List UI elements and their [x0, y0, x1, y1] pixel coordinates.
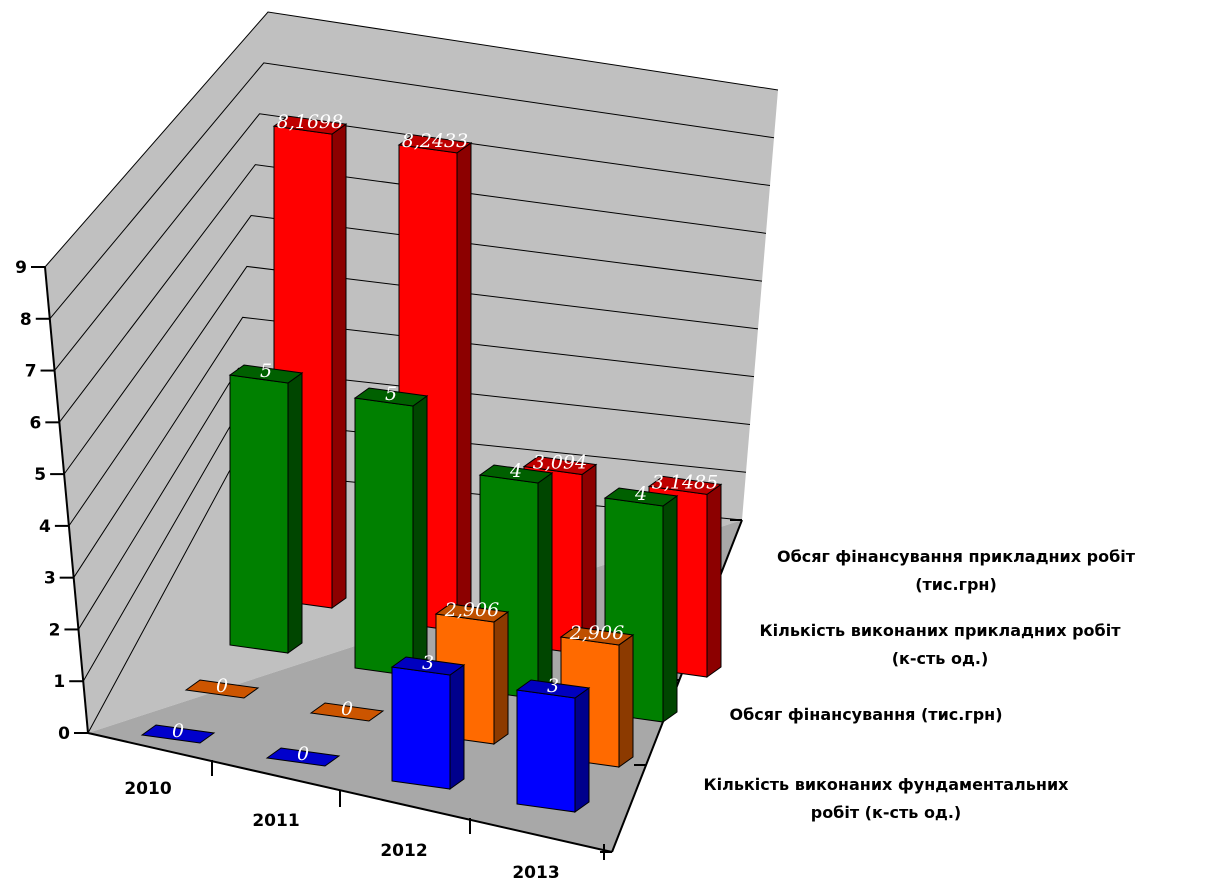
- data-label: 4: [509, 460, 522, 482]
- y-axis-ticks: 0 1 2 3 4 5 6 7 8 9: [15, 258, 88, 744]
- x-axis-ticks: 2010 2011 2012 2013: [124, 760, 605, 883]
- bar-top-face: [272, 115, 348, 135]
- bar-side-face: [537, 472, 553, 700]
- bar-top-face: [265, 747, 341, 767]
- data-label: 5: [260, 360, 272, 382]
- data-label: 2,906: [569, 622, 624, 644]
- y-tick-label: 0: [58, 724, 70, 744]
- x-axis-line: [87, 732, 613, 853]
- data-label: 5: [385, 383, 397, 405]
- y-tick-label: 9: [15, 258, 27, 278]
- bar-2011-series-1: 0: [265, 743, 341, 767]
- y-tick-label: 2: [49, 620, 61, 640]
- bar-top-face: [184, 679, 260, 699]
- series-label-line: робіт (к-сть од.): [811, 803, 962, 822]
- series-label-line: (тис.грн): [915, 575, 997, 594]
- y-tick-label: 5: [34, 465, 46, 485]
- gridline: [68, 265, 759, 527]
- gridline: [58, 164, 767, 423]
- gridline: [54, 113, 771, 371]
- gridline: [73, 316, 755, 578]
- data-label: 3: [422, 652, 434, 674]
- bar-side-face: [287, 372, 303, 654]
- bar-front-face: [229, 374, 289, 654]
- series-axis-label-3: Кількість виконаних прикладних робіт (к-с…: [760, 621, 1122, 668]
- bar-top-face: [353, 387, 429, 407]
- bar-top-face: [397, 134, 473, 154]
- data-label: 4: [634, 483, 647, 505]
- bar-top-face: [559, 626, 635, 646]
- bar-2011-series-2: 0: [309, 698, 385, 722]
- data-label: 3,094: [533, 452, 587, 474]
- bar-top-face: [309, 702, 385, 722]
- y-tick-label: 1: [53, 672, 65, 692]
- bar-top-face: [478, 464, 554, 484]
- data-label: 0: [216, 675, 228, 697]
- series-axis-label-4: Обсяг фінансування прикладних робіт (тис.…: [777, 547, 1136, 594]
- bar-top-face: [390, 656, 466, 676]
- series-label-line: Обсяг фінансування прикладних робіт: [777, 547, 1136, 566]
- bar-front-face: [391, 666, 451, 790]
- bar-top-face: [647, 475, 723, 495]
- y-axis-line: [44, 266, 89, 734]
- series-label-line: Кількість виконаних прикладних робіт: [760, 621, 1122, 640]
- data-label: 3: [547, 675, 559, 697]
- x-tick-label-2011: 2011: [252, 811, 299, 831]
- bar-side-face: [493, 610, 509, 745]
- bar-top-face: [434, 603, 510, 623]
- bar-side-face: [456, 141, 472, 632]
- bar-side-face: [449, 664, 465, 790]
- bar-2011-series-3: 5: [353, 383, 429, 677]
- bar-2010-series-3: 5: [228, 360, 304, 654]
- gridline: [44, 11, 779, 268]
- bar-side-face: [662, 495, 678, 723]
- series-axis-label-2: Обсяг фінансування (тис.грн): [729, 705, 1002, 724]
- gridline: [49, 62, 775, 320]
- data-label: 0: [172, 720, 184, 742]
- bar-top-face: [228, 364, 304, 384]
- series-axis-label-1: Кількість виконаних фундаментальних робіт…: [704, 775, 1070, 822]
- series-label-line: Кількість виконаних фундаментальних: [704, 775, 1070, 794]
- data-label: 8,2433: [402, 130, 468, 152]
- y-tick-label: 6: [29, 413, 41, 433]
- bar-side-face: [412, 395, 428, 677]
- gridline: [78, 367, 751, 630]
- bar-front-face: [354, 397, 414, 677]
- data-label: 8,1698: [277, 111, 343, 133]
- bar-2012-series-1: 3: [390, 652, 466, 790]
- bar-top-face: [522, 456, 598, 476]
- y-tick-label: 7: [25, 362, 37, 382]
- bar-side-face: [618, 633, 634, 768]
- data-label: 0: [297, 743, 309, 765]
- y-tick-label: 3: [44, 569, 56, 589]
- bar-2010-series-1: 0: [140, 720, 216, 744]
- data-label: 0: [341, 698, 353, 720]
- x-tick-label-2012: 2012: [380, 841, 427, 861]
- bar-side-face: [706, 483, 722, 678]
- x-tick-label-2013: 2013: [512, 863, 559, 883]
- bar-side-face: [331, 123, 347, 609]
- bars: 8,1698 8,2433 3,094 3,1485 5 5 4 4 0 0 2,906 2,906 0…: [140, 111, 723, 813]
- data-label: 3,1485: [652, 471, 718, 493]
- series-label-line: (к-сть од.): [892, 649, 989, 668]
- series-axis-labels: Кількість виконаних фундаментальних робіт…: [704, 547, 1136, 822]
- bar-top-face: [603, 487, 679, 507]
- bar-2010-series-2: 0: [184, 675, 260, 699]
- bar-side-face: [574, 687, 590, 813]
- y-tick-label: 8: [20, 310, 32, 330]
- x-tick-label-2010: 2010: [124, 779, 171, 799]
- bar-top-face: [140, 724, 216, 744]
- bar-2013-series-1: 3: [515, 675, 591, 813]
- bar-front-face: [516, 689, 576, 813]
- data-label: 2,906: [444, 599, 499, 621]
- series-label-line: Обсяг фінансування (тис.грн): [729, 705, 1002, 724]
- y-tick-label: 4: [39, 517, 51, 537]
- gridline: [63, 215, 763, 475]
- bar-top-face: [515, 679, 591, 699]
